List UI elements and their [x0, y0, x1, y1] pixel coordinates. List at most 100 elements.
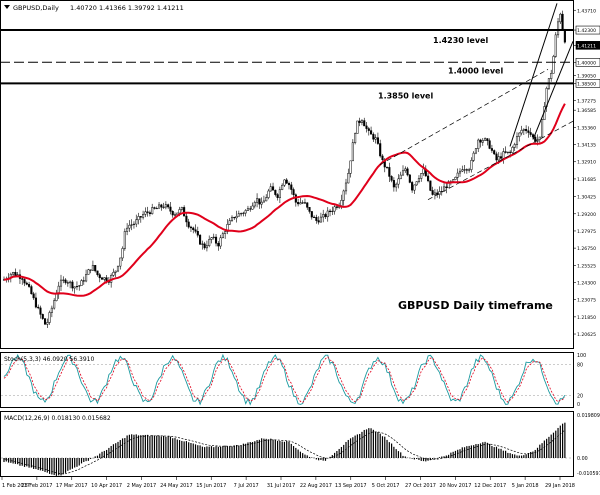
candle: [487, 138, 489, 145]
macd-bar: [222, 446, 223, 458]
macd-bar: [284, 442, 285, 458]
candle: [441, 186, 443, 195]
candle: [119, 258, 121, 270]
candle: [213, 234, 215, 240]
macd-bar: [275, 440, 276, 458]
macd-bar: [243, 444, 244, 458]
candle: [72, 280, 74, 291]
macd-bar: [136, 434, 137, 458]
candle: [414, 184, 416, 194]
macd-bar: [95, 456, 96, 458]
macd-bar: [172, 438, 173, 458]
macd-bar: [154, 436, 155, 458]
candle: [245, 209, 247, 216]
candle: [409, 174, 411, 183]
candle: [327, 207, 329, 222]
candle: [85, 270, 87, 283]
candle: [158, 202, 160, 208]
moving-average-line: [4, 104, 565, 296]
macd-bar: [286, 441, 287, 458]
macd-bar: [432, 458, 433, 459]
macd-bar: [241, 445, 242, 458]
chart-header-ohlc: 1.40720 1.41366 1.39792 1.41211: [70, 4, 184, 12]
candle: [113, 269, 115, 277]
macd-bar: [206, 446, 207, 458]
macd-bar: [195, 444, 196, 458]
macd-bar: [532, 452, 533, 458]
price-axis: 1.437101.423001.412111.400001.390501.385…: [573, 8, 600, 338]
macd-bar: [152, 435, 153, 458]
macd-bar: [441, 456, 442, 458]
candle: [192, 227, 194, 234]
macd-bar: [161, 437, 162, 458]
collapse-triangle-icon[interactable]: [4, 5, 10, 9]
macd-bar: [231, 446, 232, 458]
time-tick-label: 2 May 2017: [127, 483, 156, 489]
macd-bar: [393, 447, 394, 458]
macd-bar: [521, 456, 522, 458]
macd-bar: [54, 458, 55, 475]
candle: [416, 181, 418, 186]
candle: [332, 207, 334, 215]
candle: [122, 246, 124, 261]
candle: [229, 218, 231, 225]
macd-bar: [311, 457, 312, 458]
candle: [302, 200, 304, 204]
candle: [290, 182, 292, 195]
price-tick-label: 1.24300: [577, 280, 596, 286]
macd-bar: [158, 436, 159, 458]
macd-bar: [446, 455, 447, 458]
moving-average-layer: [4, 104, 565, 296]
price-tick-label: 1.38500: [577, 81, 596, 87]
candle: [156, 206, 158, 208]
price-tick-label: 1.20625: [577, 332, 596, 338]
candle: [304, 199, 306, 204]
macd-bar: [33, 458, 34, 469]
candle: [411, 181, 413, 193]
macd-bar: [225, 446, 226, 458]
macd-bar: [448, 455, 449, 458]
macd-bar: [560, 426, 561, 458]
candle: [60, 275, 62, 291]
candle: [181, 207, 183, 212]
price-tick-label: 1.30425: [577, 195, 596, 201]
candle: [69, 280, 71, 288]
macd-bar: [510, 453, 511, 458]
macd-bar: [473, 445, 474, 458]
macd-bar: [551, 435, 552, 458]
price-tick-label: 1.25525: [577, 263, 596, 269]
candle: [211, 237, 213, 243]
macd-bar: [466, 446, 467, 458]
candle: [40, 306, 42, 319]
candle: [74, 286, 76, 293]
candle: [489, 138, 491, 149]
macd-bar: [156, 436, 157, 458]
candle: [129, 220, 131, 232]
candle: [163, 203, 165, 209]
macd-bar: [17, 458, 18, 464]
candle: [505, 146, 507, 153]
macd-bar: [202, 447, 203, 458]
candle: [389, 163, 391, 182]
candle: [493, 150, 495, 155]
macd-bar: [537, 448, 538, 458]
macd-bar: [101, 452, 102, 458]
macd-bar: [530, 452, 531, 458]
candle: [316, 215, 318, 224]
candle: [402, 165, 404, 175]
macd-bar: [519, 456, 520, 458]
candle: [491, 145, 493, 153]
candle: [404, 166, 406, 173]
candle: [254, 201, 256, 209]
candle: [249, 206, 251, 212]
candle: [147, 207, 149, 217]
candle: [528, 126, 530, 137]
macd-bar: [482, 442, 483, 458]
candle: [560, 13, 562, 24]
macd-bar: [348, 440, 349, 458]
macd-bar: [24, 458, 25, 467]
macd-bar: [174, 438, 175, 458]
macd-bar: [140, 435, 141, 458]
main-panel-frame: [1, 1, 574, 349]
